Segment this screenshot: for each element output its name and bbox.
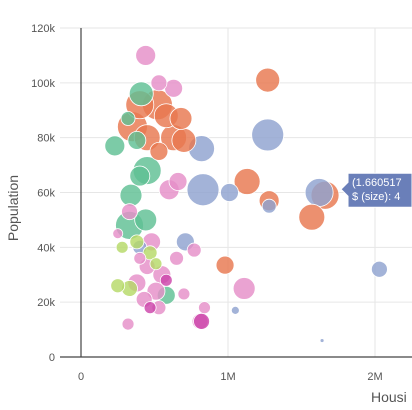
bubble-point[interactable] — [251, 118, 285, 152]
data-points[interactable] — [104, 45, 388, 343]
hover-tooltip: (1.660517 $ (size): 4 — [340, 172, 412, 208]
bubble-point[interactable] — [193, 312, 210, 330]
bubble-point[interactable] — [232, 277, 256, 300]
bubble-point[interactable] — [119, 183, 143, 207]
axes — [60, 28, 412, 358]
bubble-point[interactable] — [230, 305, 240, 315]
bubble-point[interactable] — [112, 228, 124, 240]
bubble-point[interactable] — [233, 168, 261, 195]
bubble-point[interactable] — [261, 198, 277, 214]
x-tick-label: 1M — [220, 371, 235, 383]
bubble-point[interactable] — [149, 141, 169, 161]
bubble-point[interactable] — [171, 128, 197, 153]
bubble-point[interactable] — [129, 234, 145, 250]
y-tick-label: 120k — [31, 23, 55, 35]
bubble-point[interactable] — [143, 301, 157, 315]
bubble-point[interactable] — [127, 131, 147, 150]
bubble-point[interactable] — [115, 240, 129, 254]
y-tick-label: 80k — [37, 133, 55, 145]
bubble-point[interactable] — [198, 301, 211, 315]
bubble-point[interactable] — [186, 173, 220, 207]
y-tick-label: 100k — [31, 78, 55, 90]
bubble-point[interactable] — [319, 338, 325, 343]
bubble-point[interactable] — [121, 317, 135, 331]
x-tick-label: 0 — [78, 371, 84, 383]
bubble-point[interactable] — [149, 257, 163, 271]
y-tick-label: 20k — [37, 297, 55, 309]
bubble-point[interactable] — [129, 165, 151, 187]
bubble-point[interactable] — [150, 74, 168, 92]
y-axis-title: Population — [5, 175, 21, 241]
y-tick-labels: 0 20k 40k 60k 80k 100k 120k — [31, 23, 55, 364]
y-tick-label: 40k — [37, 242, 55, 254]
bubble-point[interactable] — [177, 287, 191, 301]
bubble-point[interactable] — [110, 278, 126, 294]
bubble-point[interactable] — [134, 208, 158, 232]
y-tick-label: 60k — [37, 188, 55, 200]
x-tick-label: 2M — [367, 371, 382, 383]
y-tick-label: 0 — [49, 352, 55, 364]
bubble-point[interactable] — [220, 183, 239, 202]
bubble-point[interactable] — [298, 203, 326, 231]
tooltip-box — [340, 172, 412, 208]
tooltip-line: $ (size): 4 — [352, 191, 400, 203]
x-axis-title: Housi — [371, 389, 407, 405]
bubble-point[interactable] — [121, 203, 138, 221]
bubble-point[interactable] — [169, 107, 193, 130]
bubble-point[interactable] — [164, 78, 184, 98]
bubble-point[interactable] — [133, 251, 147, 265]
bubble-point[interactable] — [135, 45, 157, 66]
bubble-point[interactable] — [304, 178, 334, 207]
bubble-point[interactable] — [255, 67, 281, 93]
bubble-point[interactable] — [186, 242, 202, 258]
bubble-point[interactable] — [120, 111, 136, 126]
bubble-point[interactable] — [371, 260, 388, 278]
x-tick-labels: 0 1M 2M — [78, 371, 383, 383]
bubble-point[interactable] — [169, 250, 184, 266]
bubble-point[interactable] — [159, 273, 173, 287]
bubble-point[interactable] — [168, 172, 188, 191]
tooltip-line: (1.660517 — [352, 177, 402, 189]
bubble-point[interactable] — [215, 255, 235, 275]
bubble-point[interactable] — [104, 135, 126, 157]
bubble-point[interactable] — [128, 81, 154, 107]
